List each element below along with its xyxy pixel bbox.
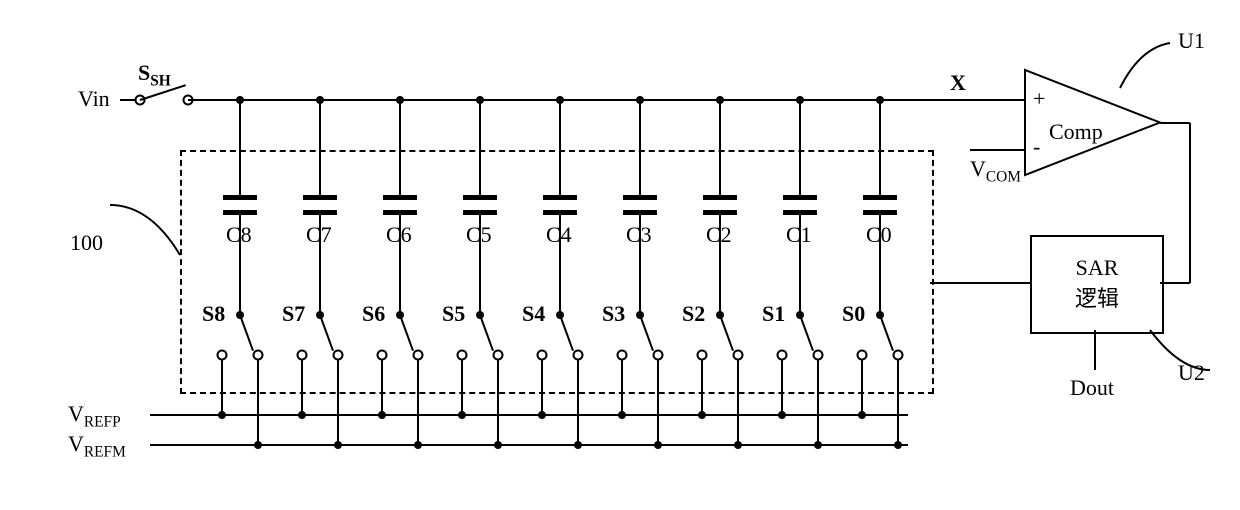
- sar-adc-schematic: VinSSH100C8S8C7S7C6S6C5S5C4S4C3S3C2S2C1S…: [20, 20, 1220, 490]
